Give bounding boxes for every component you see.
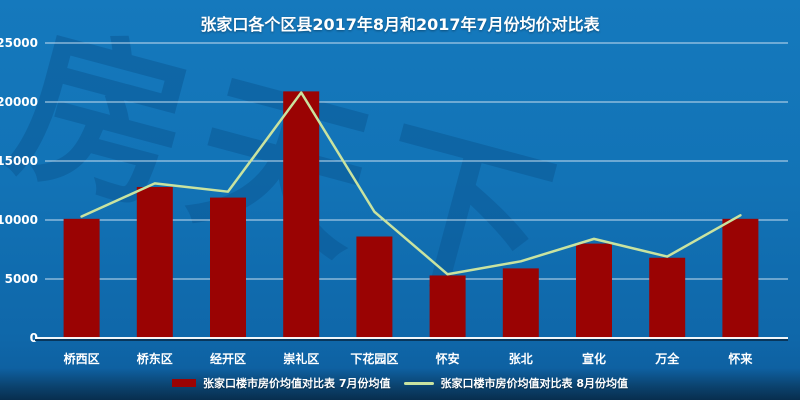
bar-下花园区 [356, 236, 393, 338]
x-axis-label-宣化: 宣化 [582, 351, 606, 366]
x-axis-label-桥西区: 桥西区 [64, 351, 100, 366]
bar-万全 [649, 257, 686, 338]
x-axis-label-怀安: 怀安 [436, 351, 460, 366]
x-axis-label-经开区: 经开区 [210, 351, 246, 366]
line-series-august [80, 91, 742, 276]
bar-桥东区 [136, 186, 173, 338]
x-axis-label-怀来: 怀来 [728, 351, 753, 366]
x-axis-label-万全: 万全 [654, 351, 680, 366]
legend-line-swatch [403, 381, 434, 385]
legend-bar-label: 张家口楼市房价均值对比表 7月份均值 [203, 377, 391, 390]
y-axis-tick-label: 15000 [0, 154, 38, 168]
x-axis-label-桥东区: 桥东区 [137, 351, 173, 366]
y-axis-tick-label: 0 [30, 331, 38, 345]
x-axis-label-崇礼区: 崇礼区 [283, 351, 319, 366]
legend-bar-swatch [172, 379, 197, 387]
legend: 张家口楼市房价均值对比表 7月份均值 张家口楼市房价均值对比表 8月份均值 [0, 375, 800, 391]
y-axis-tick-label: 10000 [0, 213, 38, 227]
bar-崇礼区 [283, 91, 320, 338]
x-axis-label-下花园区: 下花园区 [350, 351, 398, 366]
y-axis-tick-label: 5000 [5, 272, 38, 286]
x-axis-label-张北: 张北 [509, 351, 533, 366]
bar-张北 [502, 268, 539, 338]
bar-怀来 [722, 218, 759, 338]
bar-桥西区 [63, 218, 100, 338]
legend-line-label: 张家口楼市房价均值对比表 8月份均值 [440, 377, 628, 390]
y-axis-tick-label: 20000 [0, 95, 38, 109]
y-axis-tick-label: 25000 [0, 36, 38, 50]
bar-经开区 [210, 197, 246, 338]
chart-title: 张家口各个区县2017年8月和2017年7月份均价对比表 [200, 15, 600, 34]
bar-宣化 [576, 243, 612, 338]
bar-怀安 [429, 275, 466, 338]
